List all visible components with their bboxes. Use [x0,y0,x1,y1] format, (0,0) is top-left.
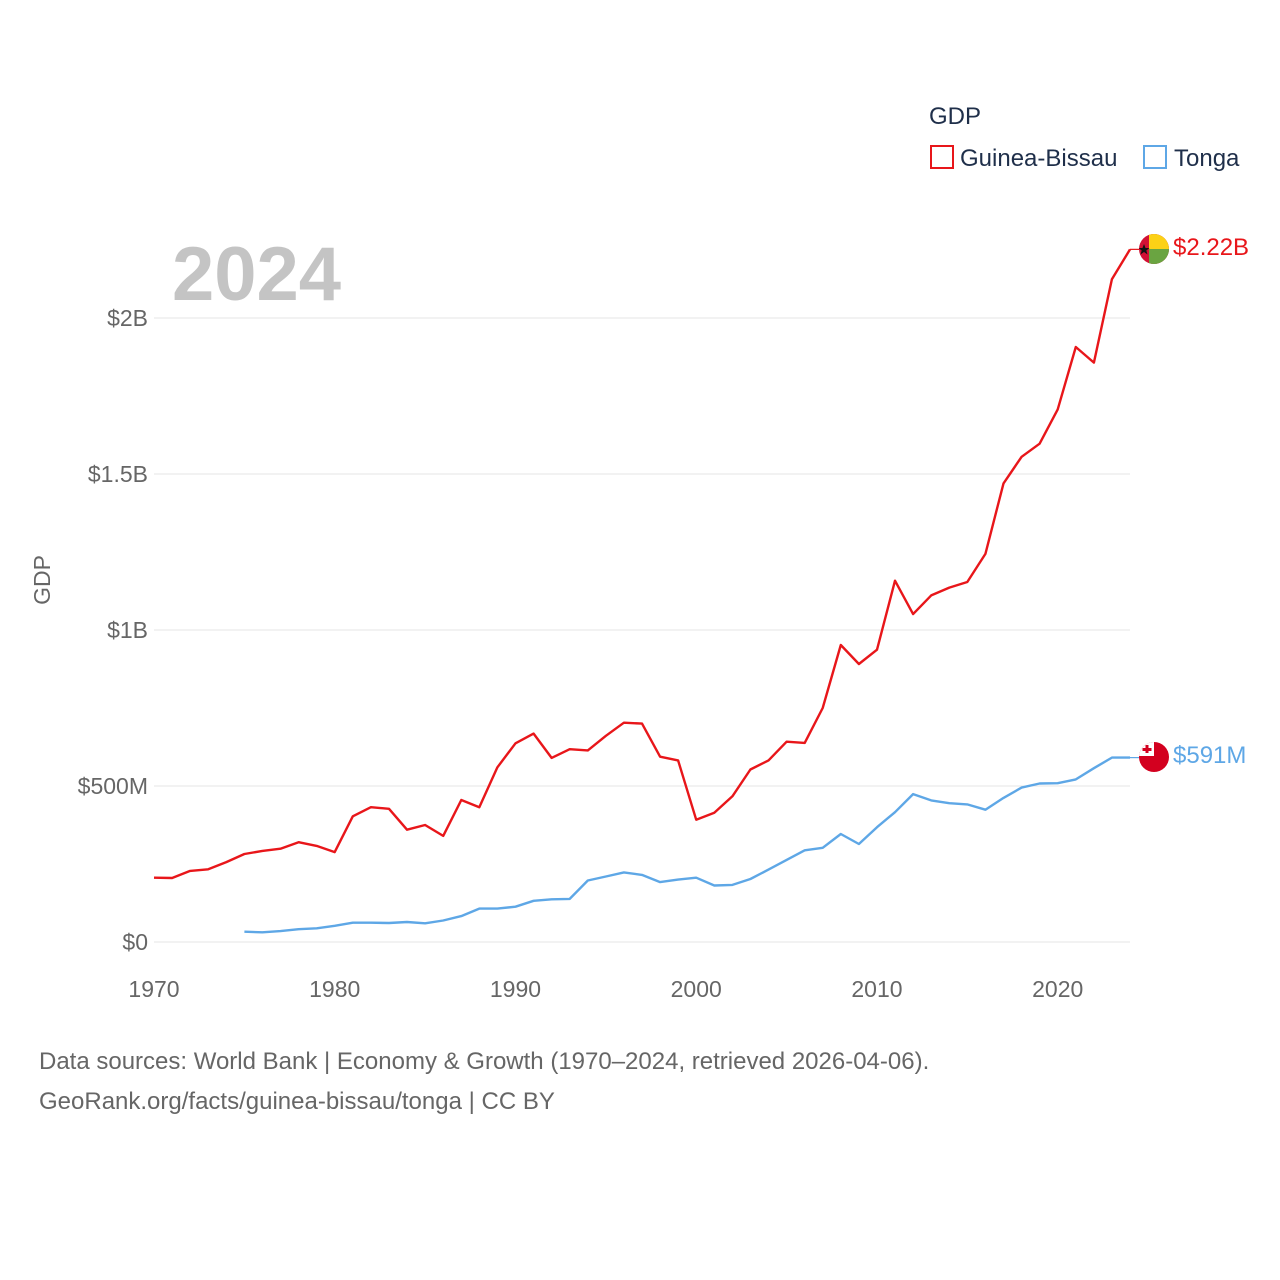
year-label: 2024 [172,232,341,317]
end-label-guinea-bissau: $2.22B [1173,234,1249,261]
series-line-guinea-bissau [153,248,1132,880]
legend-title: GDP [929,103,981,130]
x-axis-ticks: 1970 1980 1990 2000 2010 2020 [128,976,1083,1002]
y-tick-label: $1.5B [88,461,148,487]
series-lines [153,248,1140,934]
y-axis-title: GDP [29,555,55,605]
legend-label-guinea-bissau: Guinea-Bissau [960,145,1117,172]
y-tick-label: $1B [107,617,148,643]
x-tick-label: 1970 [128,976,179,1002]
x-tick-label: 1980 [309,976,360,1002]
x-tick-label: 2010 [851,976,902,1002]
legend-item-tonga[interactable]: Tonga [1143,145,1240,172]
legend-item-guinea-bissau[interactable]: Guinea-Bissau [930,145,1117,172]
end-label-tonga: $591M [1173,742,1246,769]
gridlines [154,317,1130,943]
legend-swatch-guinea-bissau [930,145,954,169]
x-tick-label: 2000 [671,976,722,1002]
y-tick-label: $0 [122,929,148,955]
tonga-flag-icon [1139,742,1169,772]
footer: Data sources: World Bank | Economy & Gro… [39,1042,929,1122]
x-tick-label: 2020 [1032,976,1083,1002]
footer-attribution[interactable]: GeoRank.org/facts/guinea-bissau/tonga | … [39,1088,555,1115]
legend-label-tonga: Tonga [1174,145,1240,172]
y-tick-label: $500M [78,773,148,799]
legend-swatch-tonga [1143,145,1167,169]
guinea-bissau-flag-icon [1139,234,1169,264]
series-line-tonga [244,756,1130,934]
y-tick-label: $2B [107,305,148,331]
footer-sources: Data sources: World Bank | Economy & Gro… [39,1048,930,1075]
x-tick-label: 1990 [490,976,541,1002]
y-axis-ticks: $0 $500M $1B $1.5B $2B [78,305,148,955]
legend: GDP Guinea-Bissau Tonga [929,103,1240,172]
